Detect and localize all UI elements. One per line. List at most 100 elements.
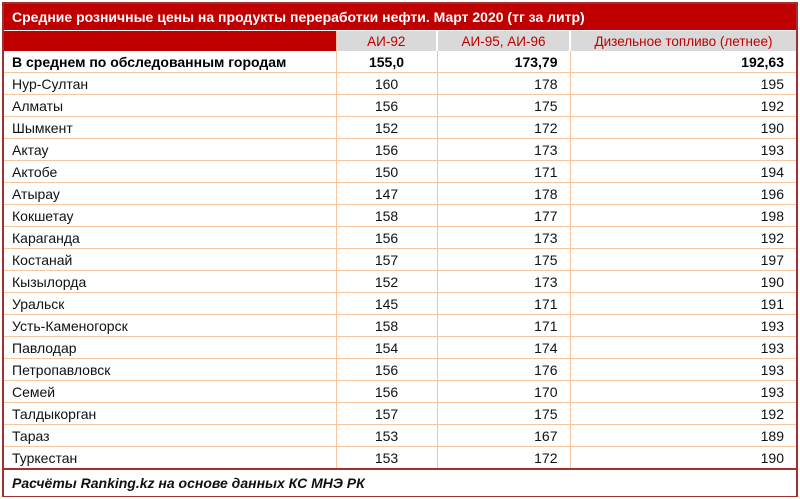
ai92-value: 156 bbox=[335, 226, 437, 249]
ai95-96-value: 173 bbox=[436, 270, 570, 293]
ai92-value: 156 bbox=[335, 358, 437, 381]
table-title-row: Средние розничные цены на продукты перер… bbox=[4, 4, 796, 31]
ai92-value: 154 bbox=[335, 336, 437, 359]
ai95-96-value: 172 bbox=[436, 116, 570, 139]
city-cell: Шымкент bbox=[4, 116, 336, 139]
diesel-value: 193 bbox=[569, 358, 796, 381]
table-body: В среднем по обследованным городам 155,0 1… bbox=[4, 51, 796, 469]
city-cell: Нур-Султан bbox=[4, 72, 336, 95]
column-header-ai92: АИ-92 bbox=[336, 30, 437, 51]
column-header-row: АИ-92 АИ-95, АИ-96 Дизельное топливо (летн… bbox=[4, 30, 796, 51]
ai95-96-value: 171 bbox=[436, 160, 570, 183]
diesel-value: 198 bbox=[569, 204, 796, 227]
city-cell: Петропавловск bbox=[4, 358, 336, 381]
ai95-96-value: 170 bbox=[436, 380, 570, 403]
table-title: Средние розничные цены на продукты перер… bbox=[4, 4, 796, 31]
city-cell: Павлодар bbox=[4, 336, 336, 359]
diesel-value: 193 bbox=[569, 314, 796, 337]
ai95-96-value: 175 bbox=[436, 402, 570, 425]
column-header-diesel: Дизельное топливо (летнее) bbox=[569, 30, 796, 51]
ai95-96-value: 176 bbox=[436, 358, 570, 381]
diesel-value: 190 bbox=[569, 446, 796, 469]
ai95-96-value: 174 bbox=[436, 336, 570, 359]
city-cell: Талдыкорган bbox=[4, 402, 336, 425]
column-header-empty bbox=[4, 30, 337, 51]
city-cell: Тараз bbox=[4, 424, 336, 447]
ai92-value: 152 bbox=[335, 270, 437, 293]
table-row: Актобе 150 171 194 bbox=[4, 160, 796, 183]
ai95-96-value: 173 bbox=[436, 138, 570, 161]
ai95-96-value: 173,79 bbox=[436, 51, 570, 73]
table-row: Кызылорда 152 173 190 bbox=[4, 270, 796, 293]
ai95-96-value: 171 bbox=[436, 292, 570, 315]
table-row: Костанай 157 175 197 bbox=[4, 248, 796, 271]
diesel-value: 191 bbox=[569, 292, 796, 315]
diesel-value: 190 bbox=[569, 116, 796, 139]
diesel-value: 193 bbox=[569, 380, 796, 403]
city-cell: Караганда bbox=[4, 226, 336, 249]
diesel-value: 189 bbox=[569, 424, 796, 447]
ai92-value: 155,0 bbox=[335, 51, 437, 73]
summary-row: В среднем по обследованным городам 155,0 1… bbox=[4, 51, 796, 73]
city-cell: Уральск bbox=[4, 292, 336, 315]
diesel-value: 193 bbox=[569, 138, 796, 161]
diesel-value: 192 bbox=[569, 226, 796, 249]
ai95-96-value: 177 bbox=[436, 204, 570, 227]
table-row: Алматы 156 175 192 bbox=[4, 94, 796, 117]
city-cell: Актобе bbox=[4, 160, 336, 183]
ai92-value: 152 bbox=[335, 116, 437, 139]
table-row: Туркестан 153 172 190 bbox=[4, 446, 796, 469]
ai92-value: 150 bbox=[335, 160, 437, 183]
diesel-value: 195 bbox=[569, 72, 796, 95]
table-row: Павлодар 154 174 193 bbox=[4, 336, 796, 359]
ai92-value: 156 bbox=[335, 380, 437, 403]
table-row: Караганда 156 173 192 bbox=[4, 226, 796, 249]
ai92-value: 157 bbox=[335, 248, 437, 271]
city-cell: Алматы bbox=[4, 94, 336, 117]
ai95-96-value: 167 bbox=[436, 424, 570, 447]
ai95-96-value: 175 bbox=[436, 248, 570, 271]
fuel-prices-table: Средние розничные цены на продукты перер… bbox=[4, 4, 796, 496]
ai95-96-value: 178 bbox=[436, 182, 570, 205]
diesel-value: 190 bbox=[569, 270, 796, 293]
table-footnote-row: Расчёты Ranking.kz на основе данных КС М… bbox=[4, 468, 796, 496]
city-cell: Актау bbox=[4, 138, 336, 161]
table-row: Нур-Султан 160 178 195 bbox=[4, 72, 796, 95]
ai95-96-value: 172 bbox=[436, 446, 570, 469]
ai92-value: 158 bbox=[335, 314, 437, 337]
ai95-96-value: 175 bbox=[436, 94, 570, 117]
ai95-96-value: 171 bbox=[436, 314, 570, 337]
diesel-value: 193 bbox=[569, 336, 796, 359]
diesel-value: 196 bbox=[569, 182, 796, 205]
table-row: Атырау 147 178 196 bbox=[4, 182, 796, 205]
ai92-value: 147 bbox=[335, 182, 437, 205]
column-header-ai95-96: АИ-95, АИ-96 bbox=[436, 30, 570, 51]
table-row: Усть-Каменогорск 158 171 193 bbox=[4, 314, 796, 337]
table-row: Петропавловск 156 176 193 bbox=[4, 358, 796, 381]
ai92-value: 156 bbox=[335, 138, 437, 161]
city-cell: Кызылорда bbox=[4, 270, 336, 293]
diesel-value: 192,63 bbox=[569, 51, 796, 73]
diesel-value: 197 bbox=[569, 248, 796, 271]
table-row: Кокшетау 158 177 198 bbox=[4, 204, 796, 227]
ai92-value: 153 bbox=[335, 424, 437, 447]
table-row: Уральск 145 171 191 bbox=[4, 292, 796, 315]
city-cell: Кокшетау bbox=[4, 204, 336, 227]
ai95-96-value: 173 bbox=[436, 226, 570, 249]
ai95-96-value: 178 bbox=[436, 72, 570, 95]
diesel-value: 194 bbox=[569, 160, 796, 183]
ai92-value: 156 bbox=[335, 94, 437, 117]
ai92-value: 160 bbox=[335, 72, 437, 95]
city-cell: Семей bbox=[4, 380, 336, 403]
ai92-value: 153 bbox=[335, 446, 437, 469]
diesel-value: 192 bbox=[569, 94, 796, 117]
diesel-value: 192 bbox=[569, 402, 796, 425]
table-row: Семей 156 170 193 bbox=[4, 380, 796, 403]
city-cell: Туркестан bbox=[4, 446, 336, 469]
table-row: Шымкент 152 172 190 bbox=[4, 116, 796, 139]
ai92-value: 157 bbox=[335, 402, 437, 425]
table-row: Тараз 153 167 189 bbox=[4, 424, 796, 447]
city-cell: Костанай bbox=[4, 248, 336, 271]
